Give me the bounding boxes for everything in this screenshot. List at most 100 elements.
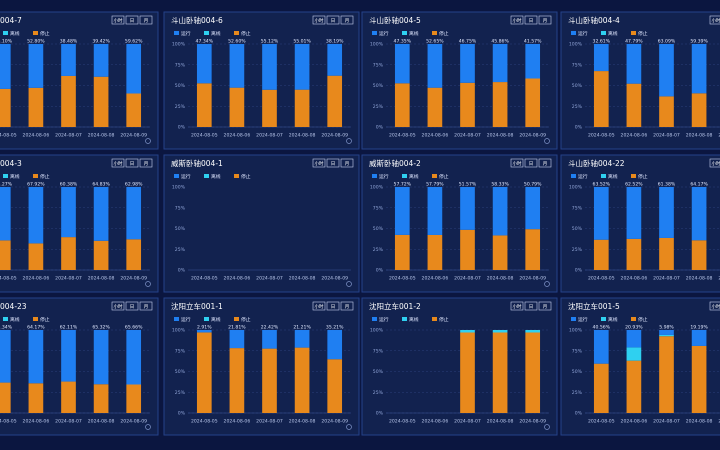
period-button-label[interactable]: 小时: [712, 17, 720, 24]
period-button[interactable]: [510, 15, 524, 25]
period-button-label[interactable]: 日: [130, 161, 135, 167]
value-label: 64.17%: [690, 182, 708, 188]
period-button[interactable]: [510, 301, 524, 311]
zoom-icon[interactable]: [544, 281, 550, 287]
zoom-icon[interactable]: [544, 424, 550, 430]
zoom-icon[interactable]: [544, 138, 550, 144]
period-button-label[interactable]: 日: [130, 18, 135, 24]
y-tick-label: 100%: [370, 328, 384, 334]
x-tick-label: 2024-08-07: [653, 276, 680, 282]
legend-swatch: [33, 31, 38, 35]
period-button[interactable]: [538, 158, 552, 168]
period-button-label[interactable]: 日: [331, 161, 336, 167]
period-button-label[interactable]: 小时: [712, 160, 720, 167]
period-button[interactable]: [111, 15, 125, 25]
period-button-label[interactable]: 小时: [114, 160, 123, 167]
period-button-label[interactable]: 月: [144, 18, 149, 24]
legend-swatch: [402, 31, 407, 35]
period-button[interactable]: [524, 15, 538, 25]
period-button-label[interactable]: 小时: [513, 303, 522, 310]
bar-segment: [460, 332, 475, 413]
period-button[interactable]: [139, 301, 153, 311]
legend-label: 离线: [409, 173, 419, 180]
period-button[interactable]: [340, 301, 354, 311]
period-button-label[interactable]: 日: [130, 304, 135, 310]
legend-swatch: [204, 317, 209, 321]
value-label: 64.83%: [92, 182, 110, 188]
x-tick-label: 2024-08-09: [321, 419, 348, 425]
zoom-icon[interactable]: [346, 138, 352, 144]
period-button[interactable]: [139, 15, 153, 25]
bar-segment: [327, 330, 343, 360]
legend-label: 停止: [241, 30, 251, 37]
period-button[interactable]: [111, 301, 125, 311]
period-button-label[interactable]: 日: [529, 161, 534, 167]
period-button-label[interactable]: 小时: [315, 160, 324, 167]
period-button-label[interactable]: 日: [331, 304, 336, 310]
period-button[interactable]: [125, 15, 139, 25]
period-button[interactable]: [340, 158, 354, 168]
period-button-label[interactable]: 日: [529, 304, 534, 310]
bar-segment: [262, 89, 277, 127]
period-button-label[interactable]: 月: [144, 304, 149, 310]
legend-swatch: [3, 174, 8, 178]
period-button[interactable]: [312, 15, 326, 25]
period-button-label[interactable]: 小时: [513, 17, 522, 24]
period-button[interactable]: [510, 158, 524, 168]
zoom-icon[interactable]: [145, 281, 151, 287]
period-button[interactable]: [524, 158, 538, 168]
period-button[interactable]: [111, 158, 125, 168]
period-button-label[interactable]: 月: [543, 304, 548, 310]
period-button-label[interactable]: 日: [529, 18, 534, 24]
period-button[interactable]: [312, 301, 326, 311]
zoom-icon[interactable]: [346, 281, 352, 287]
zoom-icon[interactable]: [145, 424, 151, 430]
period-button-label[interactable]: 小时: [513, 160, 522, 167]
period-button-label[interactable]: 月: [345, 161, 350, 167]
y-tick-label: 75%: [572, 62, 583, 68]
legend-label: 运行: [181, 316, 191, 323]
value-label: 47.79%: [625, 39, 643, 45]
panel-title: 沈阳立车001-1: [171, 301, 223, 311]
period-button[interactable]: [326, 158, 340, 168]
period-button[interactable]: [524, 301, 538, 311]
bar-segment: [659, 96, 674, 127]
period-button-label[interactable]: 小时: [712, 303, 720, 310]
period-button-label[interactable]: 日: [331, 18, 336, 24]
bar-segment: [427, 234, 443, 270]
period-button[interactable]: [139, 158, 153, 168]
period-button[interactable]: [125, 158, 139, 168]
period-button[interactable]: [709, 301, 720, 311]
value-label: 62.11%: [60, 325, 78, 331]
period-button-label[interactable]: 小时: [114, 303, 123, 310]
period-button[interactable]: [538, 15, 552, 25]
period-button-label[interactable]: 月: [543, 161, 548, 167]
zoom-icon[interactable]: [145, 138, 151, 144]
period-button-label[interactable]: 月: [345, 18, 350, 24]
bar-segment: [294, 44, 310, 90]
legend-label: 停止: [638, 173, 648, 180]
period-button-label[interactable]: 小时: [114, 17, 123, 24]
zoom-icon[interactable]: [346, 424, 352, 430]
period-button[interactable]: [125, 301, 139, 311]
bar-segment: [0, 240, 11, 270]
period-button[interactable]: [538, 301, 552, 311]
period-button-label[interactable]: 小时: [315, 17, 324, 24]
period-button[interactable]: [709, 158, 720, 168]
period-button-label[interactable]: 月: [543, 18, 548, 24]
bar-segment: [294, 89, 310, 127]
period-button[interactable]: [326, 301, 340, 311]
x-tick-label: 2024-08-06: [621, 133, 648, 139]
period-button[interactable]: [340, 15, 354, 25]
period-button[interactable]: [326, 15, 340, 25]
bar-segment: [593, 44, 609, 72]
bar-segment: [28, 44, 44, 88]
period-button-label[interactable]: 小时: [315, 303, 324, 310]
period-button-label[interactable]: 月: [345, 304, 350, 310]
period-button[interactable]: [312, 158, 326, 168]
period-button[interactable]: [709, 15, 720, 25]
value-label: 40.56%: [593, 325, 611, 331]
period-button-label[interactable]: 月: [144, 161, 149, 167]
x-tick-label: 2024-08-09: [120, 419, 147, 425]
bar-segment: [28, 330, 44, 384]
